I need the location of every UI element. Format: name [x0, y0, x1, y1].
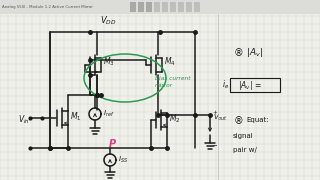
Text: P: P — [108, 139, 116, 149]
Text: $\circledR$: $\circledR$ — [233, 114, 244, 126]
Text: signal: signal — [233, 133, 254, 139]
Text: $M_3$: $M_3$ — [103, 55, 115, 68]
Bar — [130, 2, 136, 12]
Text: $\circledR$: $\circledR$ — [233, 46, 244, 58]
Text: Analog VLSI - Module 1.2 Active Current Mirror: Analog VLSI - Module 1.2 Active Current … — [2, 5, 93, 9]
Text: Bias current
mirror: Bias current mirror — [155, 76, 190, 88]
Text: $|A_v|$ =: $|A_v|$ = — [238, 78, 262, 91]
Bar — [154, 2, 160, 12]
Text: +: + — [212, 109, 217, 114]
Text: $V_{DD}$: $V_{DD}$ — [100, 15, 116, 27]
Text: $V_{out}$: $V_{out}$ — [213, 113, 228, 123]
Bar — [162, 2, 168, 12]
Text: $-$: $-$ — [212, 143, 218, 147]
Bar — [146, 2, 152, 12]
Text: $I_{ref}$: $I_{ref}$ — [103, 109, 115, 119]
Text: $M_4$: $M_4$ — [164, 55, 176, 68]
Bar — [138, 2, 144, 12]
Text: $i_e$: $i_e$ — [222, 79, 229, 91]
Text: $V_{in}$: $V_{in}$ — [18, 114, 30, 126]
Text: pair w/: pair w/ — [233, 147, 257, 153]
Text: $M_1$: $M_1$ — [70, 110, 82, 123]
Bar — [170, 2, 176, 12]
Bar — [186, 2, 192, 12]
Text: $M_2$: $M_2$ — [169, 112, 180, 125]
Text: $|A_v|$: $|A_v|$ — [246, 46, 263, 58]
Text: Equat:: Equat: — [246, 117, 268, 123]
Bar — [230, 78, 280, 92]
Text: $I_{SS}$: $I_{SS}$ — [118, 155, 128, 165]
Bar — [178, 2, 184, 12]
Bar — [0, 0, 320, 14]
Bar — [194, 2, 200, 12]
